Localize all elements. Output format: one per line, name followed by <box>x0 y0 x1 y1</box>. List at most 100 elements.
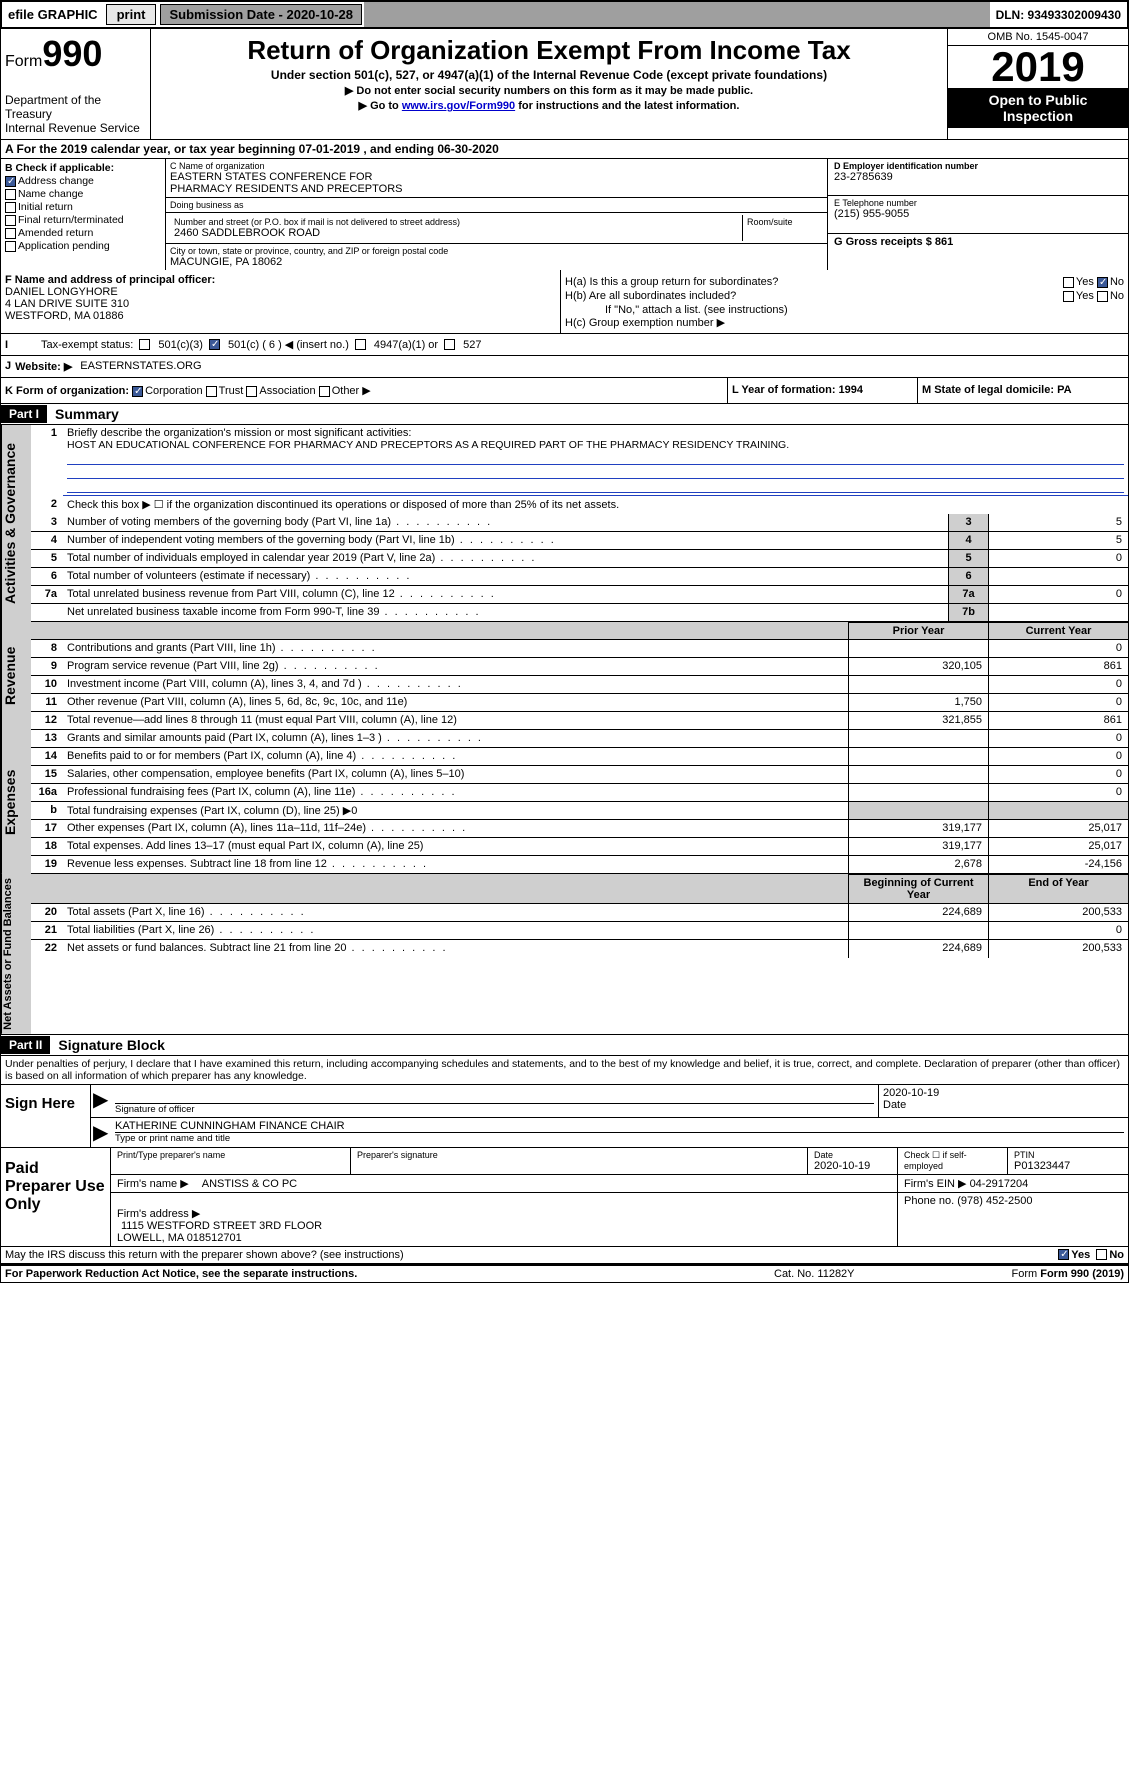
psig-lbl: Preparer's signature <box>357 1150 801 1160</box>
chk-trust[interactable] <box>206 386 217 397</box>
dln-label: DLN: 93493302009430 <box>990 6 1127 24</box>
sig-name-lbl: Type or print name and title <box>115 1132 1124 1144</box>
v7b <box>988 604 1128 621</box>
v3: 5 <box>988 514 1128 531</box>
sign-here-block: Sign Here ▶ Signature of officer 2020-10… <box>0 1085 1129 1148</box>
col-b-checkboxes: B Check if applicable: Address change Na… <box>1 159 166 270</box>
ptin-lbl: PTIN <box>1014 1150 1122 1160</box>
fgh-row: F Name and address of principal officer:… <box>0 270 1129 334</box>
l-col: L Year of formation: 1994 <box>728 378 918 403</box>
chk-other[interactable] <box>319 386 330 397</box>
line-15: 15Salaries, other compensation, employee… <box>31 766 1128 784</box>
chk-name-lbl: Name change <box>18 188 83 200</box>
checkbox-final[interactable] <box>5 215 16 226</box>
chk-app-lbl: Application pending <box>18 240 110 252</box>
discuss-yes[interactable] <box>1058 1249 1069 1260</box>
chk-assoc[interactable] <box>246 386 257 397</box>
block-bcde: B Check if applicable: Address change Na… <box>0 159 1129 270</box>
hb-lbl: H(b) Are all subordinates included? <box>565 290 736 302</box>
officer-lbl: F Name and address of principal officer: <box>5 274 215 286</box>
tax-status-row: I Tax-exempt status: 501(c)(3) 501(c) ( … <box>0 334 1129 356</box>
checkbox-name-change[interactable] <box>5 189 16 200</box>
chk-527[interactable] <box>444 339 455 350</box>
row-a-tax-year: A For the 2019 calendar year, or tax yea… <box>0 140 1129 159</box>
chk-501c[interactable] <box>209 339 220 350</box>
chk-amended-lbl: Amended return <box>18 227 93 239</box>
header-mid: Return of Organization Exempt From Incom… <box>151 29 948 139</box>
end-hdr: End of Year <box>988 874 1128 903</box>
street-lbl: Number and street (or P.O. box if mail i… <box>174 217 738 227</box>
line-12: 12Total revenue—add lines 8 through 11 (… <box>31 712 1128 730</box>
line-11: 11Other revenue (Part VIII, column (A), … <box>31 694 1128 712</box>
form-word: Form <box>5 53 42 70</box>
checkbox-amended[interactable] <box>5 228 16 239</box>
ein-val: 23-2785639 <box>834 171 1122 183</box>
checkbox-application[interactable] <box>5 241 16 252</box>
form-title: Return of Organization Exempt From Incom… <box>155 35 943 66</box>
line-10: 10Investment income (Part VIII, column (… <box>31 676 1128 694</box>
arrow-icon-2: ▶ <box>91 1118 111 1147</box>
chk-501c3[interactable] <box>139 339 150 350</box>
cat-no: Cat. No. 11282Y <box>774 1268 974 1280</box>
row-a-text: A For the 2019 calendar year, or tax yea… <box>5 142 499 156</box>
officer-addr1: 4 LAN DRIVE SUITE 310 <box>5 298 556 310</box>
firm-ein-val: 04-2917204 <box>970 1178 1029 1190</box>
line-7a: 7aTotal unrelated business revenue from … <box>31 586 1128 604</box>
line-18: 18Total expenses. Add lines 13–17 (must … <box>31 838 1128 856</box>
line-17: 17Other expenses (Part IX, column (A), l… <box>31 820 1128 838</box>
line-2: 2 Check this box ▶ ☐ if the organization… <box>31 496 1128 514</box>
netassets-section: Net Assets or Fund Balances Beginning of… <box>0 874 1129 1035</box>
print-button[interactable]: print <box>106 4 157 25</box>
form-header: Form990 Department of the Treasury Inter… <box>0 29 1129 140</box>
v4: 5 <box>988 532 1128 549</box>
governance-section: Activities & Governance 1 Briefly descri… <box>0 425 1129 622</box>
line-22: 22Net assets or fund balances. Subtract … <box>31 940 1128 958</box>
paid-preparer-block: Paid Preparer Use Only Print/Type prepar… <box>0 1148 1129 1247</box>
hb-yes[interactable] <box>1063 291 1074 302</box>
sign-here-lbl: Sign Here <box>1 1085 91 1147</box>
form-footer: Form Form 990 (2019) <box>974 1268 1124 1280</box>
tab-netassets: Net Assets or Fund Balances <box>1 874 31 1034</box>
chk-final-lbl: Final return/terminated <box>18 214 124 226</box>
hc-lbl: H(c) Group exemption number ▶ <box>565 316 1124 329</box>
rev-hdr: Prior Year Current Year <box>31 622 1128 640</box>
pra-notice: For Paperwork Reduction Act Notice, see … <box>5 1268 774 1280</box>
hb-no[interactable] <box>1097 291 1108 302</box>
checkbox-initial[interactable] <box>5 202 16 213</box>
l2-text: Check this box ▶ ☐ if the organization d… <box>63 496 1128 514</box>
firm-addr-val: 1115 WESTFORD STREET 3RD FLOOR LOWELL, M… <box>117 1220 322 1244</box>
chk-addr-lbl: Address change <box>18 175 94 187</box>
instructions-link[interactable]: www.irs.gov/Form990 <box>402 100 515 112</box>
sig-date-lbl: Date <box>883 1099 1124 1111</box>
firm-phone-val: (978) 452-2500 <box>957 1195 1032 1207</box>
dba-lbl: Doing business as <box>170 200 823 210</box>
v5: 0 <box>988 550 1128 567</box>
firm-name-val: ANSTISS & CO PC <box>202 1178 297 1190</box>
col-h: H(a) Is this a group return for subordin… <box>561 270 1128 333</box>
prior-hdr: Prior Year <box>848 622 988 639</box>
city-lbl: City or town, state or province, country… <box>170 246 823 256</box>
discuss-row: May the IRS discuss this return with the… <box>0 1247 1129 1264</box>
arrow-icon: ▶ <box>91 1085 111 1117</box>
line-19: 19Revenue less expenses. Subtract line 1… <box>31 856 1128 874</box>
org-name-block: C Name of organization EASTERN STATES CO… <box>166 159 828 270</box>
ha-no[interactable] <box>1097 277 1108 288</box>
chk-4947[interactable] <box>355 339 366 350</box>
sub3-post: for instructions and the latest informat… <box>515 100 739 112</box>
tab-revenue: Revenue <box>1 622 31 730</box>
mission-text: HOST AN EDUCATIONAL CONFERENCE FOR PHARM… <box>67 439 789 451</box>
current-hdr: Current Year <box>988 622 1128 639</box>
top-bar: efile GRAPHIC print Submission Date - 20… <box>0 0 1129 29</box>
pdate-lbl: Date <box>814 1150 891 1160</box>
col-de: D Employer identification number 23-2785… <box>828 159 1128 270</box>
discuss-no[interactable] <box>1096 1249 1107 1260</box>
line-9: 9Program service revenue (Part VIII, lin… <box>31 658 1128 676</box>
subtitle-1: Under section 501(c), 527, or 4947(a)(1)… <box>155 68 943 82</box>
chk-corp[interactable] <box>132 386 143 397</box>
ha-yes[interactable] <box>1063 277 1074 288</box>
line-1: 1 Briefly describe the organization's mi… <box>31 425 1128 496</box>
form-number: Form990 <box>5 33 146 75</box>
checkbox-address-change[interactable] <box>5 176 16 187</box>
k-col: K Form of organization: Corporation Trus… <box>1 378 728 403</box>
part1-title: Summary <box>47 404 127 424</box>
